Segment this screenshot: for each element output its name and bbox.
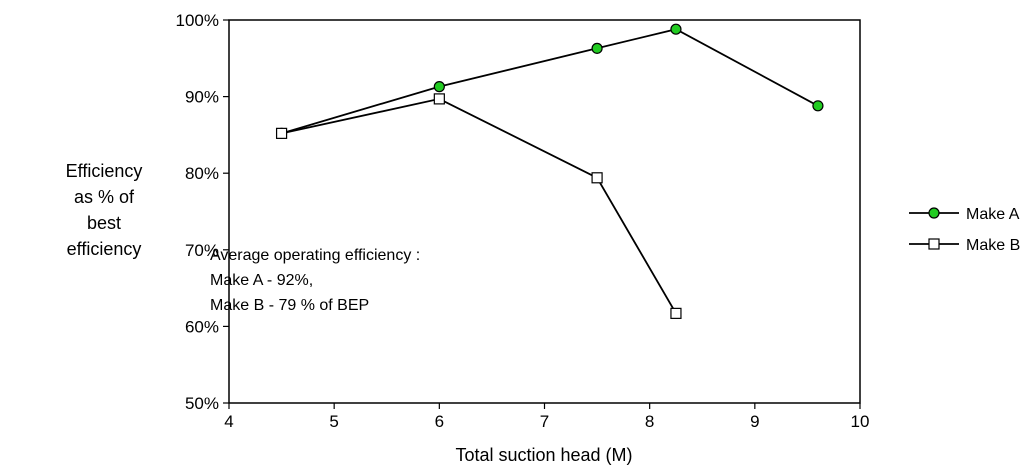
x-tick-label: 7 [540,412,549,431]
x-tick-label: 4 [224,412,233,431]
y-tick-label: 70% [185,241,219,260]
x-tick-label: 6 [435,412,444,431]
legend-marker-make-b [928,238,940,250]
y-tick-label: 100% [176,11,219,30]
y-tick-label: 50% [185,394,219,413]
y-axis-title-line-3: best [87,213,121,233]
annotation-line-2: Make A - 92%, [210,272,313,289]
annotation-line-1: Average operating efficiency : [210,247,420,264]
y-axis-title-line-2: as % of [74,187,135,207]
x-tick-label: 10 [851,412,870,431]
point-make-a [812,100,824,112]
y-tick-label: 60% [185,317,219,336]
point-make-a [670,23,682,35]
legend-label-make-b: Make B [966,237,1020,254]
point-make-b [670,307,682,319]
x-tick-label: 5 [329,412,338,431]
x-tick-label: 8 [645,412,654,431]
y-axis-title-line-4: efficiency [67,239,142,259]
point-make-b [275,127,288,139]
x-tick-label: 9 [750,412,759,431]
series-line-make-b [281,97,677,314]
series-markers [275,23,824,319]
plot-area [228,19,861,404]
point-make-b [433,93,445,105]
point-make-b [591,172,603,184]
legend: Make A Make B [909,206,1020,254]
y-tick-label: 80% [185,164,219,183]
legend-marker-make-a [928,207,940,219]
axis-ticks: 4 5 6 7 8 9 10 50% 60% 70% 80% 90% 100% [176,11,870,431]
annotation-line-3: Make B - 79 % of BEP [210,297,369,314]
point-make-a [433,81,445,93]
y-tick-label: 90% [185,88,219,107]
point-make-a [591,42,603,54]
y-axis-title-line-1: Efficiency [66,161,143,181]
x-axis-title: Total suction head (M) [455,445,632,465]
legend-label-make-a: Make A [966,206,1020,223]
